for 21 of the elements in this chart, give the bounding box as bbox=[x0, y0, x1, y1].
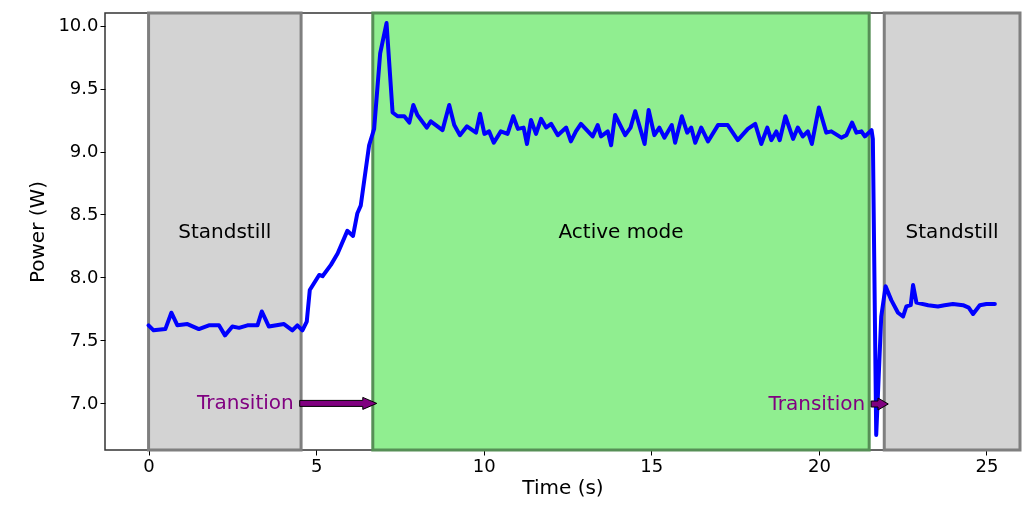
line-series bbox=[146, 21, 997, 437]
y-tick-label: 9.5 bbox=[69, 77, 99, 99]
x-axis-title: Time (s) bbox=[521, 474, 604, 499]
x-tick-label: 15 bbox=[640, 454, 664, 476]
y-tick-label: 10.0 bbox=[58, 14, 99, 36]
band-label: Standstill bbox=[905, 218, 999, 243]
y-tick-label: 8.0 bbox=[69, 265, 99, 287]
y-axis-title: Power (W) bbox=[25, 180, 50, 284]
x-tick-label: 5 bbox=[310, 454, 323, 476]
annotation: Transition bbox=[196, 390, 294, 415]
x-tick-label: 25 bbox=[975, 454, 999, 476]
y-tick-label: 8.5 bbox=[69, 203, 99, 224]
band-label: Active mode bbox=[558, 218, 684, 243]
y-tick-label: 9.0 bbox=[69, 140, 99, 162]
y-tick-label: 7.0 bbox=[69, 391, 99, 413]
x-tick-label: 20 bbox=[807, 454, 831, 476]
band-label: Standstill bbox=[178, 218, 272, 243]
x-tick-label: 0 bbox=[143, 454, 155, 476]
annotation: Transition bbox=[767, 391, 866, 415]
y-tick-label: 7.5 bbox=[69, 328, 99, 350]
x-tick-label: 10 bbox=[472, 454, 496, 476]
